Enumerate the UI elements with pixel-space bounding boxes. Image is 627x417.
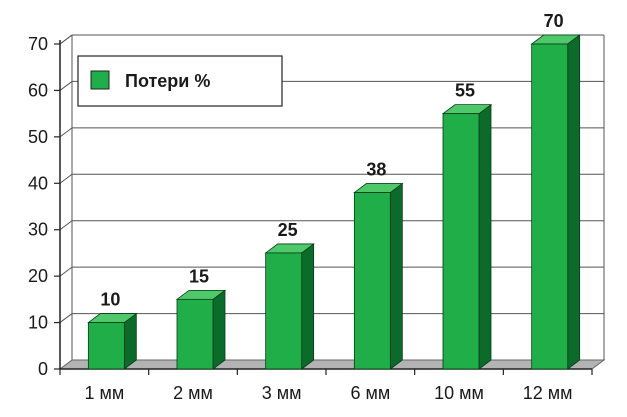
bar-front [87, 322, 125, 370]
bar-front [531, 43, 569, 370]
bar-front [442, 113, 480, 370]
bar-side [567, 34, 581, 370]
bar [353, 182, 404, 370]
bar [441, 103, 493, 370]
bar-front [176, 298, 214, 370]
x-tick-label: 10 мм [434, 383, 484, 403]
data-label: 38 [366, 160, 386, 180]
y-tick-label: 40 [28, 173, 48, 193]
chart-floor [58, 359, 606, 370]
y-tick-label: 0 [38, 359, 48, 379]
x-tick-label: 6 мм [350, 383, 390, 403]
gridline [59, 313, 73, 323]
y-tick-label: 70 [28, 34, 48, 54]
x-tick-label: 12 мм [523, 383, 573, 403]
bar [175, 289, 227, 370]
gridline [59, 173, 73, 184]
data-label: 70 [544, 11, 564, 31]
gridline [59, 81, 73, 91]
bar-side [389, 182, 403, 370]
data-label: 10 [100, 290, 120, 310]
y-tick-label: 50 [28, 127, 48, 147]
bar [264, 243, 315, 370]
legend-box [77, 55, 283, 107]
bar [87, 312, 138, 370]
data-label: 55 [455, 81, 475, 101]
gridline [59, 127, 73, 138]
bar-front [353, 192, 391, 370]
bar-front [265, 252, 303, 370]
y-tick-label: 20 [28, 266, 48, 286]
legend: Потери % [77, 55, 283, 107]
x-tick-label: 1 мм [84, 383, 124, 403]
x-tick-label: 3 мм [262, 383, 302, 403]
gridline [59, 266, 73, 277]
legend-label: Потери % [125, 71, 210, 91]
bars [87, 34, 581, 370]
gridline [59, 220, 73, 231]
y-tick-label: 60 [28, 80, 48, 100]
bar [530, 34, 581, 370]
bar-side [123, 312, 137, 370]
bar-side [478, 103, 492, 370]
x-tick-label: 2 мм [173, 383, 213, 403]
bar-side [301, 243, 315, 370]
legend-swatch [90, 70, 110, 90]
y-tick-label: 10 [28, 313, 48, 333]
bar-side [212, 289, 226, 370]
y-tick-label: 30 [28, 220, 48, 240]
data-label: 25 [278, 220, 298, 240]
data-labels: 10 15 25 38 55 70 [100, 11, 563, 310]
data-label: 15 [189, 266, 209, 286]
gridline [59, 34, 73, 45]
